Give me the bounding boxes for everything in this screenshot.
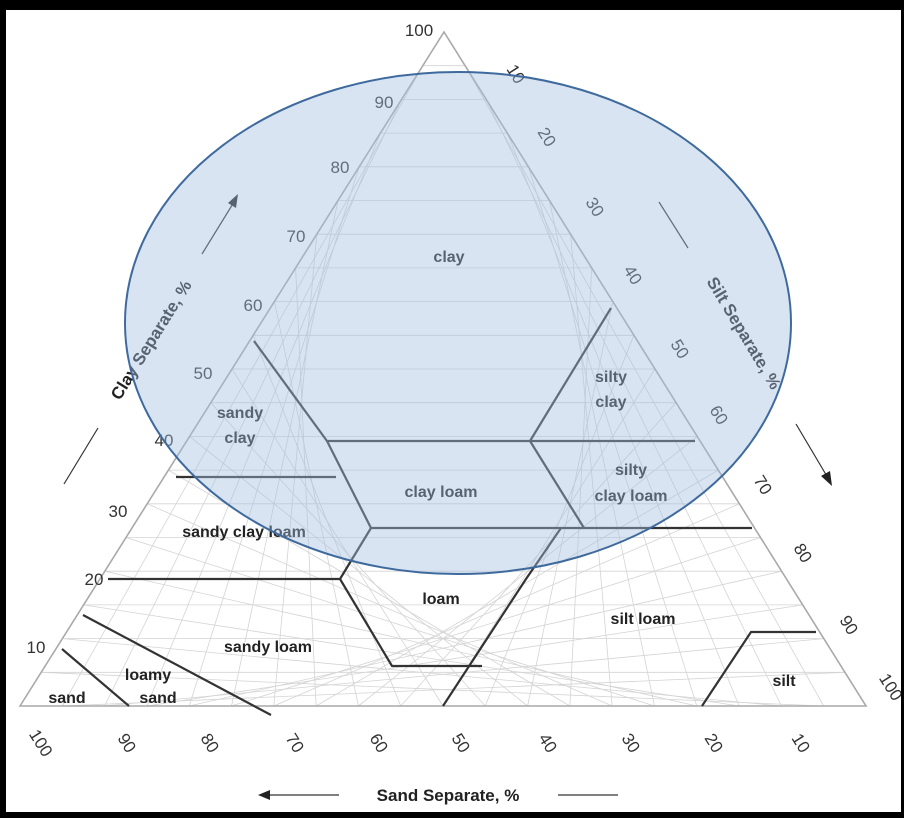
silt-tick-label: 80 (790, 540, 816, 566)
boundary-loam-right (442, 527, 562, 707)
grid-line-fine (506, 132, 740, 707)
region-label-loam: loam (422, 591, 459, 608)
region-label-sand: sand (48, 690, 85, 707)
region-label-loamy-sand: sand (139, 690, 176, 707)
sand-tick-label: 10 (788, 730, 814, 756)
grid-line-fine (315, 469, 719, 707)
clay-axis-arrow-head (228, 194, 238, 208)
clay-tick-label: 50 (194, 364, 213, 383)
region-labels: clay silty clay sandy clay silty clay loam clay… (48, 249, 796, 707)
sand-tick-label: 40 (535, 730, 561, 756)
grid-line-fine (231, 537, 761, 707)
boundary-silty-clay (528, 307, 612, 529)
grid-line-fine (231, 200, 339, 707)
region-label-silty-clay-loam: silty (615, 462, 647, 479)
grid-line-fine (252, 335, 402, 707)
silt-axis-line-upper (658, 201, 689, 249)
sand-axis-arrow-head (258, 790, 270, 800)
clay-axis-ticks: 102030405060708090100 (27, 21, 434, 657)
sand-axis-title: Sand Separate, % (377, 786, 520, 805)
clay-tick-label: 60 (244, 296, 263, 315)
grid-line-fine (569, 267, 593, 707)
clay-tick-label: 100 (405, 21, 433, 40)
region-label-sandy-clay: clay (224, 430, 255, 447)
boundary-silt (701, 630, 816, 707)
sand-tick-label: 90 (114, 730, 140, 756)
grid-line-silt (104, 570, 697, 707)
grid-line-fine (61, 65, 424, 707)
sand-tick-label: 20 (701, 730, 727, 756)
grid-line-fine (400, 402, 677, 707)
clay-tick-label: 70 (287, 227, 306, 246)
region-label-silty-clay: clay (595, 394, 626, 411)
grid-line-fine (464, 65, 825, 707)
grid-line-fine (484, 335, 635, 707)
sand-tick-label: 60 (366, 730, 392, 756)
region-label-sandy-clay-loam: sandy clay loam (182, 524, 306, 541)
region-label-sandy-loam: sandy loam (224, 639, 312, 656)
grid-line-fine (83, 604, 740, 707)
region-label-silt: silt (772, 673, 796, 690)
region-label-sandy-clay: sandy (217, 405, 263, 422)
boundary-sand (61, 648, 130, 707)
grid-line-fine (125, 537, 655, 707)
clay-tick-label: 10 (27, 638, 46, 657)
soil-texture-triangle: 102030405060708090100 102030405060708090… (18, 21, 901, 805)
silt-axis-arrow-line (795, 423, 829, 479)
region-label-clay: clay (433, 249, 464, 266)
region-label-clay-loam: clay loam (405, 484, 478, 501)
sand-axis-title-group: Sand Separate, % (258, 786, 618, 805)
figure-canvas: 102030405060708090100 102030405060708090… (6, 10, 901, 812)
region-boundaries (61, 307, 816, 716)
sand-tick-label: 100 (25, 726, 56, 760)
highlight-ellipse (124, 71, 792, 575)
clay-tick-label: 30 (109, 502, 128, 521)
sand-tick-label: 70 (282, 730, 308, 756)
sand-tick-label: 30 (618, 730, 644, 756)
silt-axis-arrow-head (821, 471, 832, 486)
clay-tick-label: 80 (331, 158, 350, 177)
region-label-loamy-sand: loamy (125, 667, 171, 684)
grid-line-fine (41, 671, 824, 707)
region-label-silty-clay-loam: clay loam (595, 488, 668, 505)
clay-tick-label: 90 (375, 93, 394, 112)
sand-axis-ticks: 100 90 80 70 60 50 40 30 20 10 (25, 726, 814, 760)
clay-tick-label: 20 (85, 570, 104, 589)
clay-axis-arrow-line (201, 201, 235, 255)
region-label-silt-loam: silt loam (611, 611, 676, 628)
sand-tick-label: 80 (197, 730, 223, 756)
grid-line-fine (210, 402, 486, 707)
silt-tick-label: 90 (836, 612, 862, 638)
boundary-loamy-sand-upper (82, 614, 272, 716)
silt-tick-label: 100 (875, 670, 901, 704)
region-label-silty-clay: silty (595, 369, 627, 386)
grid-line-fine (295, 267, 317, 707)
grid-line-fine (549, 200, 655, 707)
sand-tick-label: 50 (448, 730, 474, 756)
boundary-loam-left (339, 578, 482, 668)
clay-axis-line-lower (63, 427, 99, 485)
grid-line-sand (528, 166, 698, 707)
grid-line-fine (146, 132, 381, 707)
silt-tick-label: 70 (750, 472, 776, 498)
